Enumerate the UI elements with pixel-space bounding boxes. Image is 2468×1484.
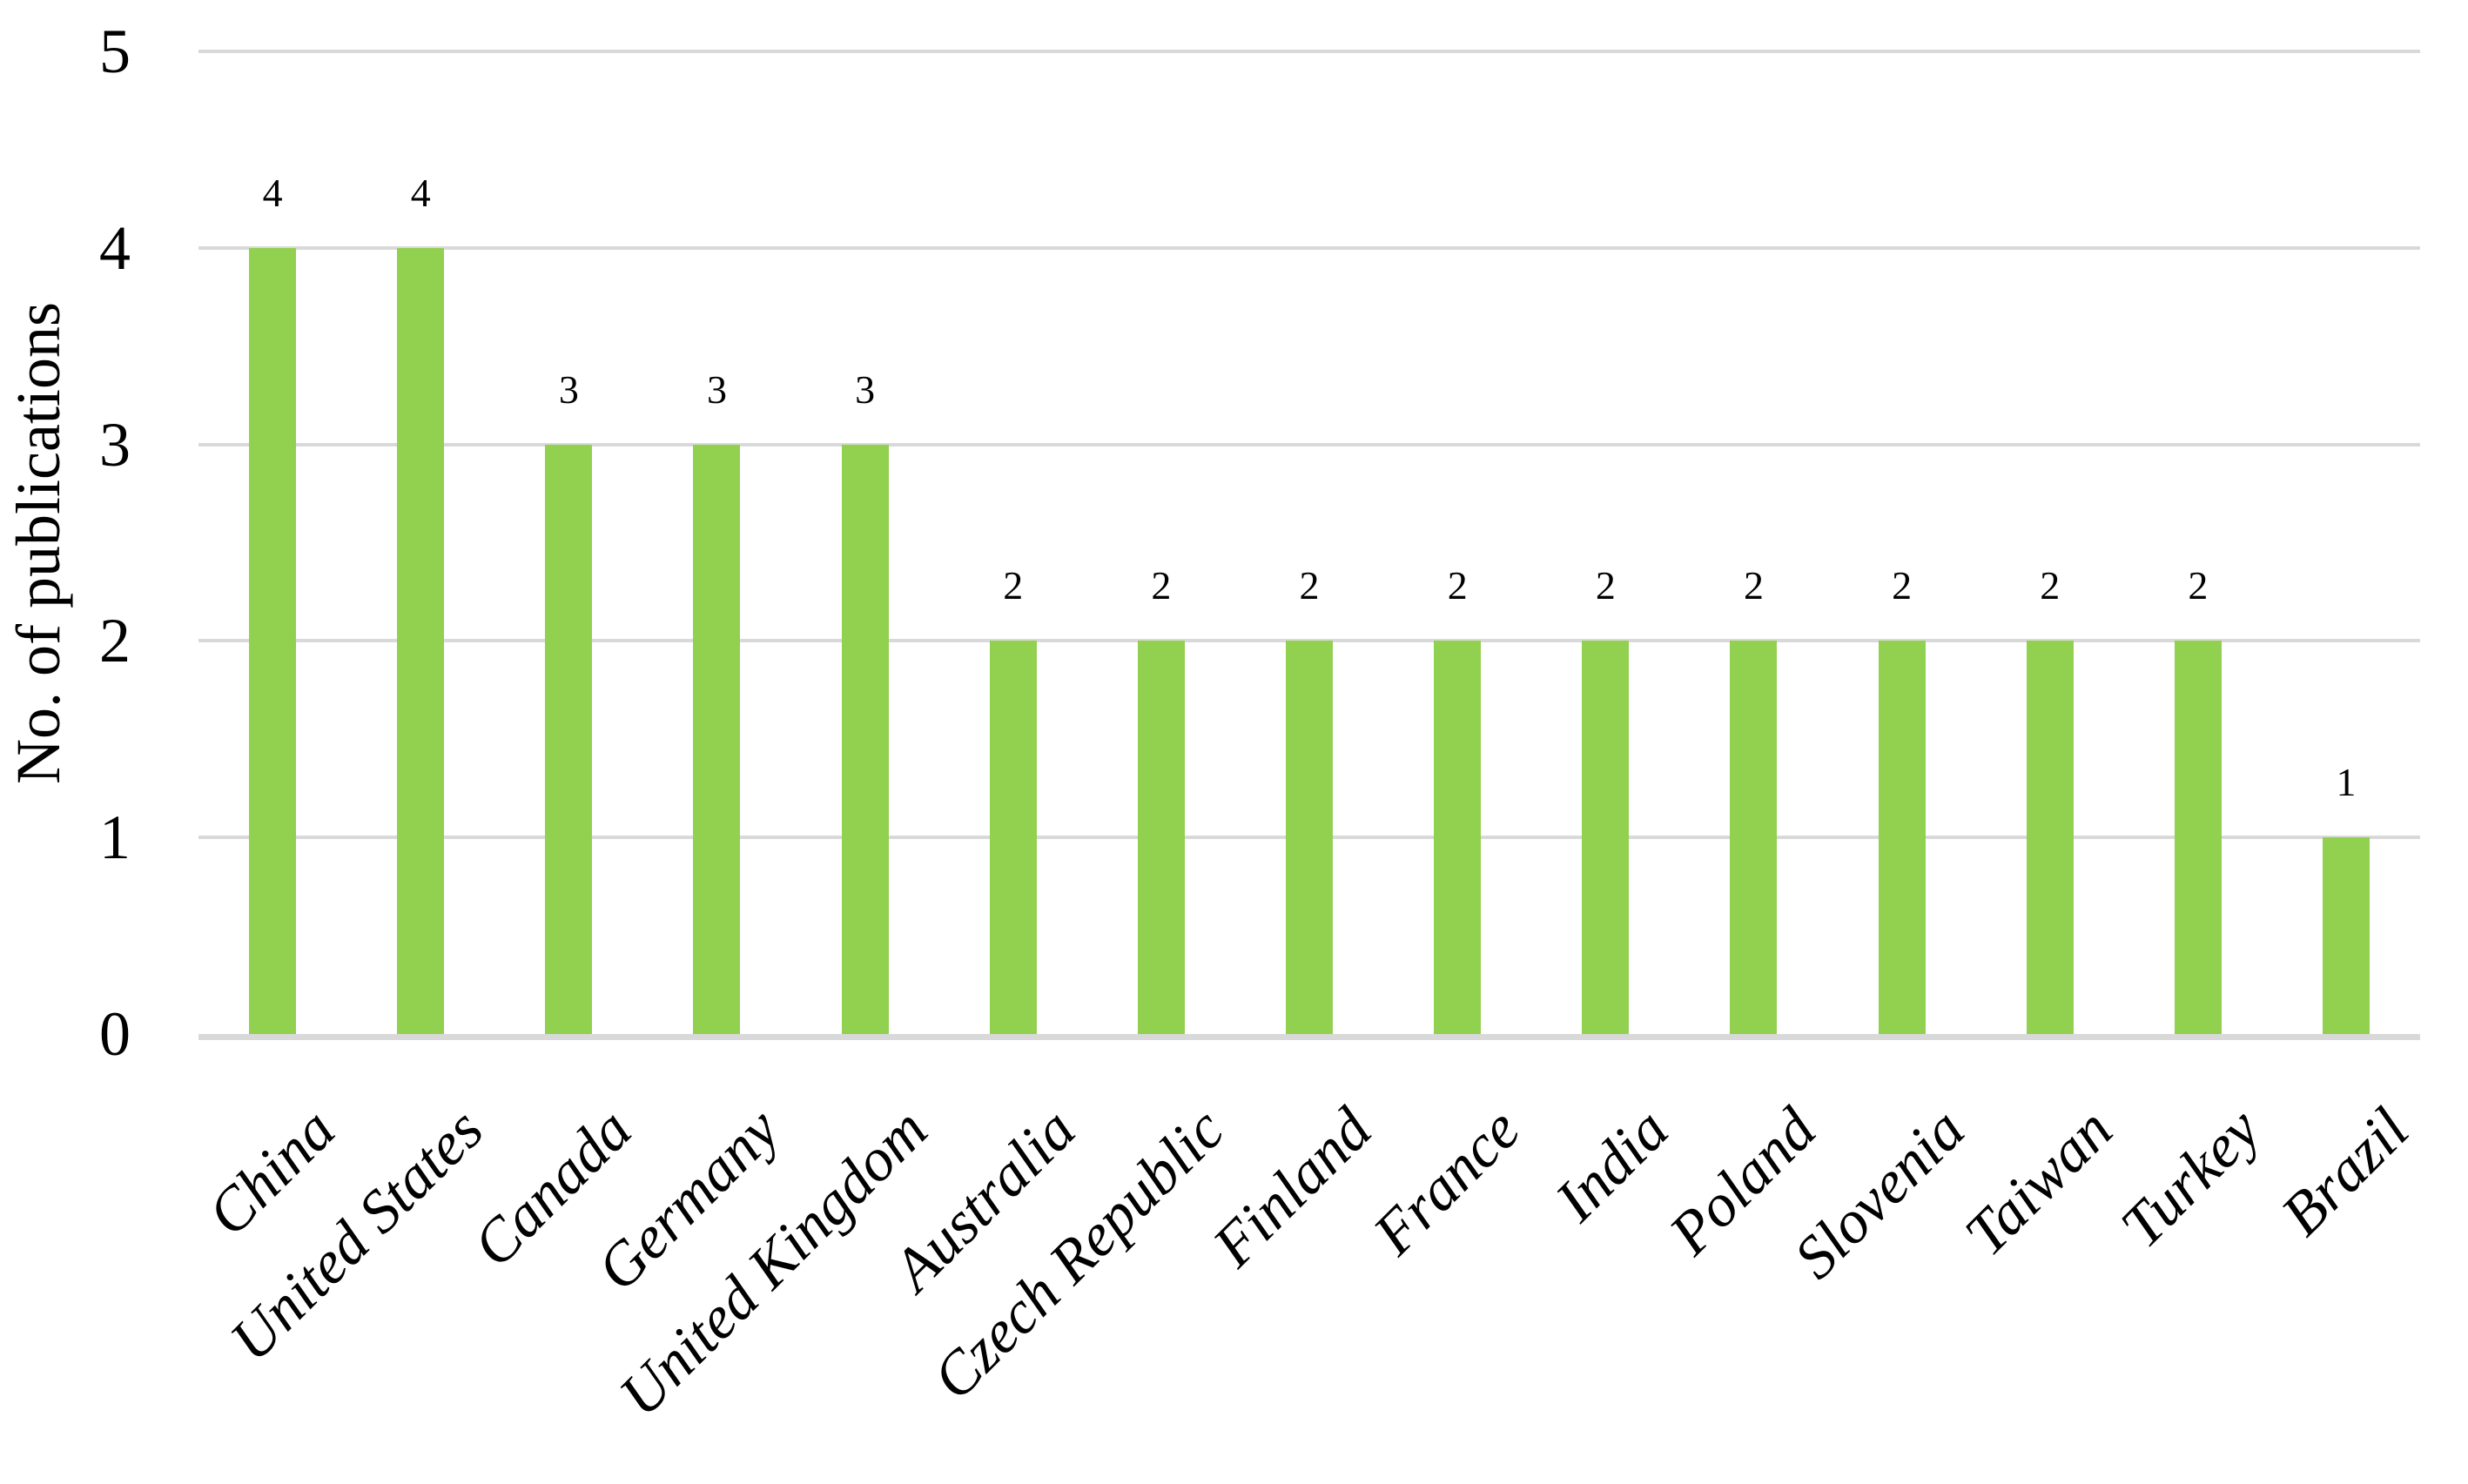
y-tick-label: 3 bbox=[99, 409, 131, 480]
gridline bbox=[198, 639, 2420, 643]
bar-slot: 3 bbox=[791, 51, 939, 1034]
bar bbox=[1878, 641, 1926, 1034]
y-tick-label: 4 bbox=[99, 212, 131, 283]
bar-value-label: 3 bbox=[855, 366, 876, 412]
category-label: Brazil bbox=[2269, 1096, 2422, 1249]
bar-slot: 2 bbox=[1531, 51, 1679, 1034]
bar-slot: 2 bbox=[1235, 51, 1383, 1034]
bar bbox=[1730, 641, 1778, 1034]
bar-value-label: 1 bbox=[2336, 760, 2357, 805]
category-label: Turkey bbox=[2108, 1096, 2274, 1261]
bar bbox=[2026, 641, 2074, 1034]
bar-value-label: 3 bbox=[558, 366, 579, 412]
bar bbox=[1286, 641, 1334, 1034]
bar bbox=[2323, 837, 2370, 1034]
bar-value-label: 2 bbox=[2188, 563, 2209, 608]
bar-slot: 2 bbox=[1976, 51, 2124, 1034]
bar-value-label: 3 bbox=[706, 366, 727, 412]
category-label: India bbox=[1542, 1096, 1681, 1235]
bar-slot: 4 bbox=[346, 51, 494, 1034]
bar-slot: 2 bbox=[1383, 51, 1531, 1034]
bar bbox=[397, 247, 445, 1034]
gridline bbox=[198, 50, 2420, 53]
bar bbox=[545, 444, 593, 1034]
bar-value-label: 2 bbox=[1595, 563, 1616, 608]
category-label: France bbox=[1361, 1096, 1533, 1268]
bar-slot: 2 bbox=[1087, 51, 1235, 1034]
bar bbox=[693, 444, 741, 1034]
x-axis-line bbox=[198, 1034, 2420, 1040]
bar-slot: 2 bbox=[1828, 51, 1976, 1034]
bar-slot: 1 bbox=[2272, 51, 2420, 1034]
bar bbox=[841, 444, 889, 1034]
bar-slot: 4 bbox=[198, 51, 346, 1034]
gridline bbox=[198, 245, 2420, 250]
bar bbox=[1582, 641, 1630, 1034]
bar-slot: 2 bbox=[2124, 51, 2272, 1034]
bar-slot: 2 bbox=[1679, 51, 1827, 1034]
bar-value-label: 2 bbox=[1743, 563, 1764, 608]
bar bbox=[249, 247, 297, 1034]
bar-value-label: 2 bbox=[1151, 563, 1172, 608]
bar-value-label: 4 bbox=[410, 170, 431, 215]
gridline bbox=[198, 442, 2420, 447]
plot-area: 4 4 3 3 3 2 2 2 2 2 2 2 2 2 1 bbox=[198, 50, 2420, 1040]
y-tick-label: 2 bbox=[99, 606, 131, 676]
y-tick-label: 0 bbox=[99, 999, 131, 1069]
bar-value-label: 2 bbox=[1299, 563, 1320, 608]
bar-value-label: 2 bbox=[1892, 563, 1913, 608]
bar-value-label: 4 bbox=[262, 170, 283, 215]
bar-series: 4 4 3 3 3 2 2 2 2 2 2 2 2 2 1 bbox=[198, 51, 2420, 1034]
bar-slot: 3 bbox=[642, 51, 790, 1034]
bar-value-label: 2 bbox=[2040, 563, 2061, 608]
bar-slot: 3 bbox=[494, 51, 642, 1034]
bar bbox=[1434, 641, 1482, 1034]
y-tick-label: 1 bbox=[99, 802, 131, 873]
bar-value-label: 2 bbox=[1447, 563, 1468, 608]
y-tick-label: 5 bbox=[99, 17, 131, 86]
y-axis-title: No. of publications bbox=[3, 302, 73, 784]
bar bbox=[2174, 641, 2222, 1034]
bar-value-label: 2 bbox=[1003, 563, 1024, 608]
bar bbox=[1137, 641, 1185, 1034]
bar-slot: 2 bbox=[939, 51, 1087, 1034]
category-label: Finland bbox=[1200, 1096, 1385, 1280]
bar bbox=[989, 641, 1037, 1034]
category-label: Taiwan bbox=[1952, 1096, 2126, 1269]
